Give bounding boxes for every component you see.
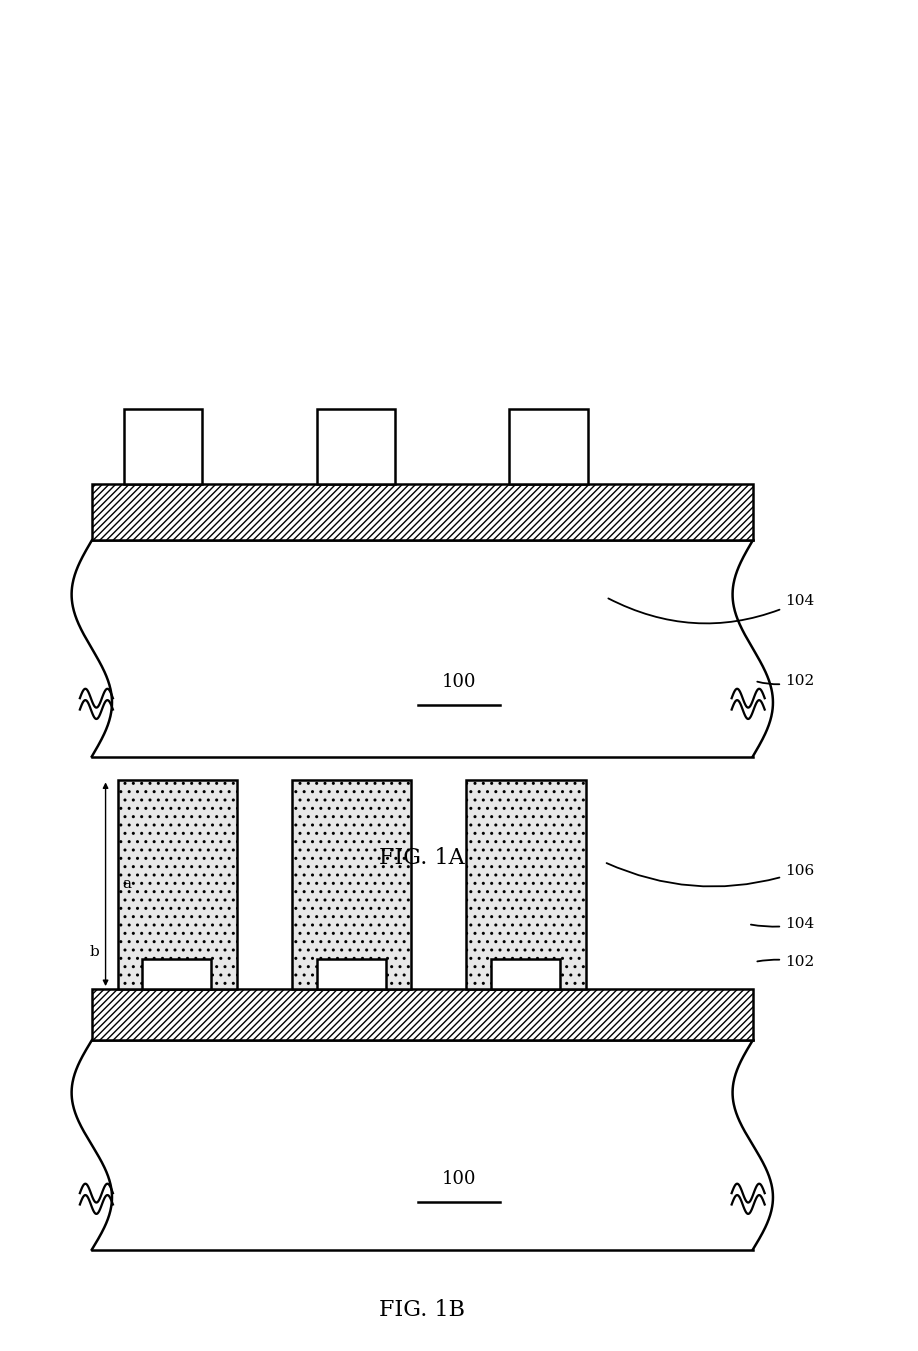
Text: 102: 102 <box>757 955 814 969</box>
Bar <box>118 780 237 989</box>
Bar <box>491 959 560 989</box>
Text: FIG. 1A: FIG. 1A <box>379 847 465 869</box>
Bar <box>509 409 588 484</box>
Bar <box>142 959 211 989</box>
Text: 104: 104 <box>609 594 814 623</box>
Bar <box>92 1040 753 1250</box>
Bar <box>292 780 411 989</box>
Bar <box>92 540 753 757</box>
Bar <box>317 959 386 989</box>
Text: FIG. 1B: FIG. 1B <box>379 1300 465 1321</box>
Text: 106: 106 <box>607 863 814 886</box>
Bar <box>92 484 753 540</box>
Bar <box>466 780 586 989</box>
Text: 104: 104 <box>751 917 814 931</box>
Text: b: b <box>90 946 99 959</box>
Bar <box>317 409 395 484</box>
Text: 102: 102 <box>757 674 814 688</box>
Text: a: a <box>122 877 131 892</box>
Bar <box>92 989 753 1040</box>
Text: 100: 100 <box>442 1170 476 1189</box>
Bar <box>124 409 202 484</box>
Text: 100: 100 <box>442 673 476 692</box>
